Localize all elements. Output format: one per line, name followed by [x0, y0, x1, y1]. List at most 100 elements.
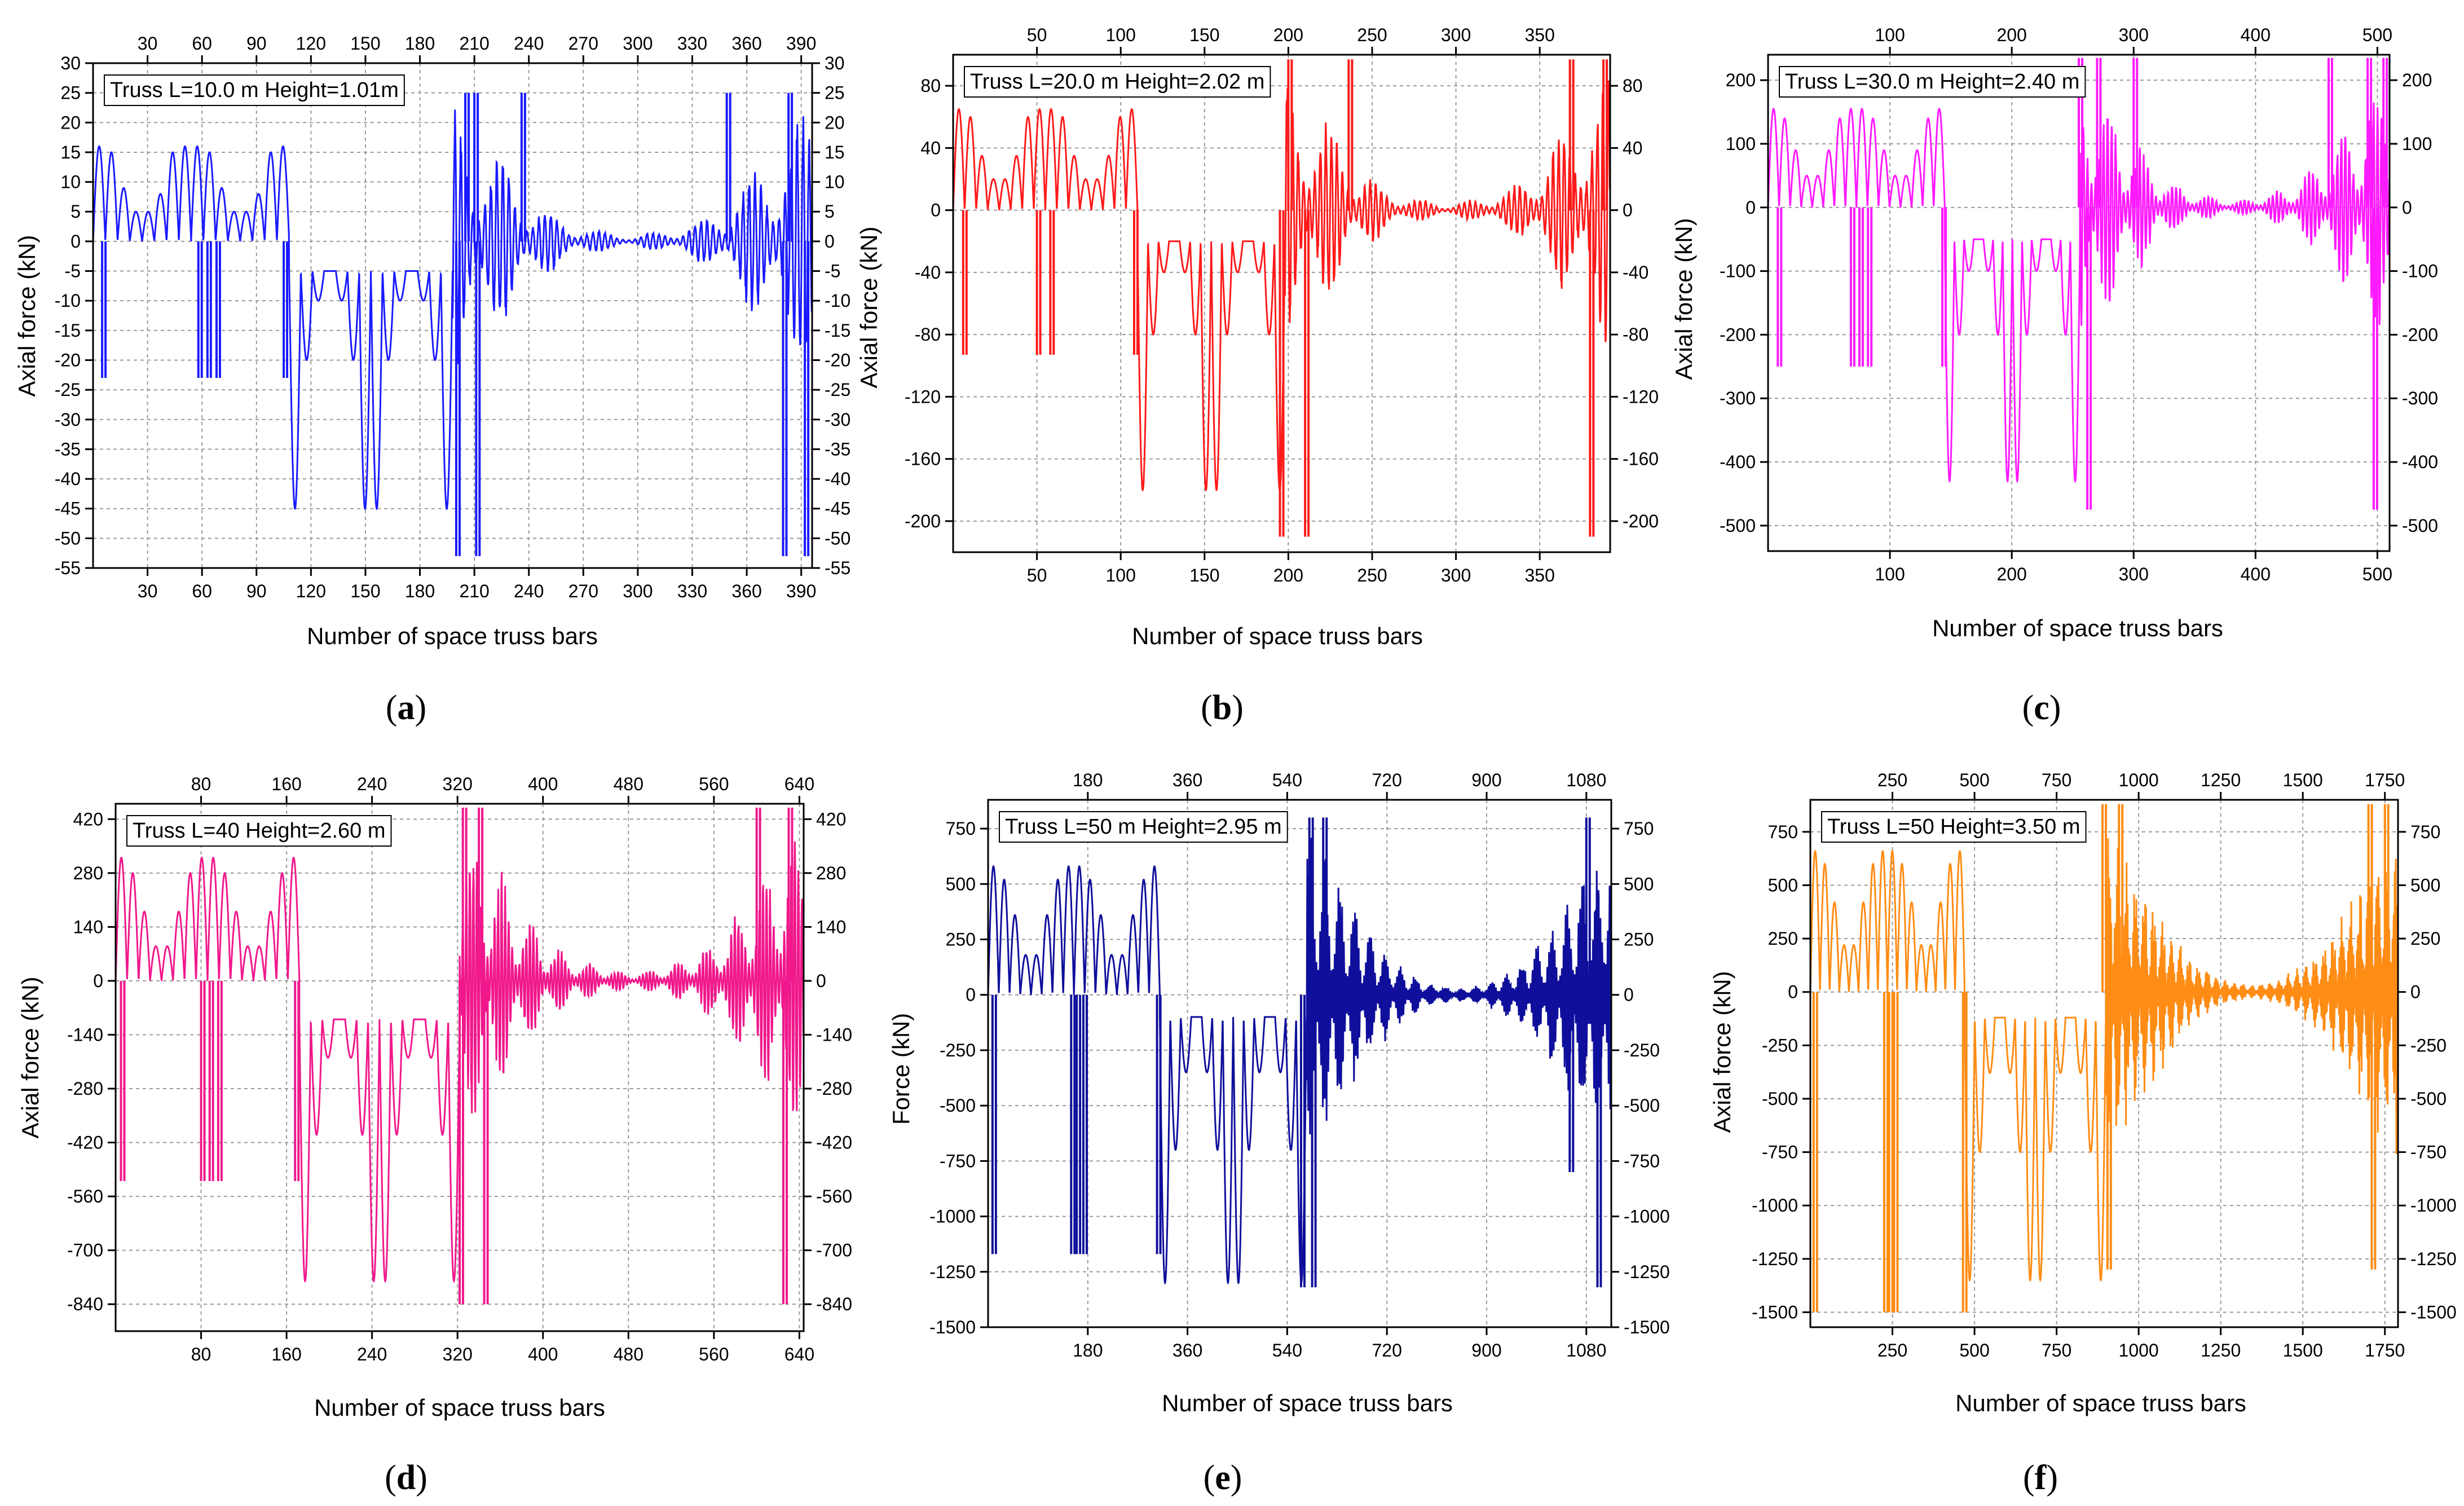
legend-text: Truss L=40 Height=2.60 m [133, 819, 386, 843]
x-axis-title: Number of space truss bars [307, 623, 598, 649]
y-tick-label: -100 [1720, 261, 1756, 281]
y-tick-label: -35 [55, 439, 81, 459]
x-axis-title: Number of space truss bars [1955, 1390, 2246, 1416]
y-right-tick-label: 100 [2402, 134, 2432, 154]
y-tick-label: 5 [70, 201, 81, 222]
chart-panel-a: Number of space truss bars Axial force (… [14, 33, 850, 727]
panel-label: (b) [1201, 689, 1244, 727]
y-right-tick-label: -200 [1623, 511, 1659, 531]
x-tick-label: 180 [405, 581, 435, 601]
x-tick-label: 720 [1372, 1340, 1402, 1360]
y-right-tick-label: -5 [825, 261, 840, 281]
y-axis-title: Force (kN) [888, 1013, 914, 1125]
y-right-tick-label: 250 [1624, 930, 1654, 950]
y-right-tick-label: -100 [2402, 261, 2438, 281]
x-tick-label: 1250 [2201, 1340, 2241, 1360]
plot-frame [92, 62, 813, 569]
y-axis-title: Axial force (kN) [17, 976, 43, 1138]
x-top-tick-label: 150 [350, 33, 380, 54]
x-tick-label: 360 [1173, 1340, 1202, 1360]
x-top-tick-label: 210 [459, 33, 489, 54]
y-tick-label: -500 [1762, 1089, 1798, 1109]
x-tick-label: 270 [568, 581, 598, 601]
y-tick-label: 15 [60, 142, 81, 162]
y-right-tick-label: 0 [816, 971, 826, 991]
y-right-tick-label: 250 [2410, 928, 2440, 949]
y-right-tick-label: -400 [2402, 452, 2438, 472]
y-tick-label: 750 [946, 818, 976, 839]
y-right-tick-label: -500 [1624, 1095, 1660, 1116]
x-top-tick-label: 300 [1441, 25, 1471, 45]
x-tick-label: 100 [1875, 564, 1905, 584]
legend: Truss L=40 Height=2.60 m [126, 815, 392, 847]
y-tick-label: -700 [67, 1240, 103, 1261]
y-right-tick-label: -200 [2402, 324, 2438, 345]
y-right-tick-label: 0 [1624, 985, 1634, 1005]
legend-box [964, 66, 1271, 98]
y-right-tick-label: -10 [825, 290, 850, 311]
y-right-tick-label: 0 [2402, 197, 2412, 218]
y-tick-label: -120 [905, 386, 941, 407]
y-right-tick-label: 5 [825, 201, 835, 222]
chart-panel-b: Number of space truss bars Axial force (… [856, 25, 1659, 727]
y-right-tick-label: -120 [1623, 386, 1659, 407]
x-tick-label: 50 [1027, 565, 1047, 585]
x-tick-label: 300 [623, 581, 653, 601]
y-tick-label: -25 [55, 380, 81, 400]
x-tick-label: 640 [784, 1344, 814, 1364]
x-top-tick-label: 300 [2119, 25, 2149, 45]
data-series-line [987, 838, 1612, 1285]
x-top-tick-label: 180 [405, 33, 435, 54]
y-right-tick-label: 420 [816, 809, 846, 829]
x-top-tick-label: 1250 [2201, 770, 2241, 790]
x-tick-label: 90 [246, 581, 267, 601]
y-axis-title: Axial force (kN) [1670, 218, 1697, 380]
legend: Truss L=10.0 m Height=1.01m [104, 74, 405, 106]
y-tick-label: -1250 [929, 1262, 976, 1282]
x-tick-label: 350 [1524, 565, 1554, 585]
x-tick-label: 500 [1959, 1340, 1989, 1360]
x-tick-label: 560 [699, 1344, 729, 1364]
x-top-tick-label: 390 [786, 33, 816, 54]
y-right-tick-label: -750 [1624, 1151, 1660, 1171]
x-axis-title: Number of space truss bars [1132, 623, 1423, 649]
x-top-tick-label: 240 [357, 774, 387, 794]
y-right-tick-label: -30 [825, 409, 850, 430]
x-top-tick-label: 500 [2362, 25, 2392, 45]
y-right-tick-label: -1250 [1624, 1262, 1670, 1282]
y-right-tick-label: 20 [825, 112, 845, 133]
y-tick-label: -250 [940, 1040, 976, 1060]
y-tick-label: -280 [67, 1078, 103, 1099]
x-tick-label: 240 [357, 1344, 387, 1364]
y-tick-label: -55 [55, 558, 81, 578]
y-right-tick-label: 30 [825, 53, 845, 73]
x-axis-title: Number of space truss bars [1932, 615, 2223, 641]
x-top-tick-label: 900 [1471, 770, 1501, 790]
y-tick-label: -400 [1720, 452, 1756, 472]
y-tick-label: 30 [60, 53, 81, 73]
plot-frame [1767, 54, 2391, 552]
x-top-tick-label: 1500 [2283, 770, 2323, 790]
y-axis-title: Axial force (kN) [856, 226, 882, 388]
y-right-tick-label: -55 [825, 558, 850, 578]
x-axis-title: Number of space truss bars [314, 1394, 605, 1421]
x-tick-label: 900 [1471, 1340, 1501, 1360]
x-top-tick-label: 1750 [2365, 770, 2405, 790]
x-top-tick-label: 400 [2241, 25, 2271, 45]
y-tick-label: 750 [1768, 822, 1798, 842]
legend-box [126, 815, 392, 847]
x-tick-label: 1500 [2283, 1340, 2323, 1360]
y-tick-label: 25 [60, 83, 81, 103]
y-right-tick-label: 140 [816, 917, 846, 937]
legend-box [1779, 66, 2086, 98]
x-axis-title: Number of space truss bars [1162, 1390, 1453, 1416]
y-tick-label: -750 [1762, 1142, 1798, 1162]
y-right-tick-label: -250 [2410, 1035, 2447, 1055]
x-top-tick-label: 1080 [1566, 770, 1606, 790]
y-tick-label: 500 [946, 874, 976, 894]
y-tick-label: -140 [67, 1024, 103, 1045]
x-top-tick-label: 50 [1027, 25, 1047, 45]
y-tick-label: -1250 [1752, 1249, 1798, 1269]
x-top-tick-label: 200 [1273, 25, 1303, 45]
